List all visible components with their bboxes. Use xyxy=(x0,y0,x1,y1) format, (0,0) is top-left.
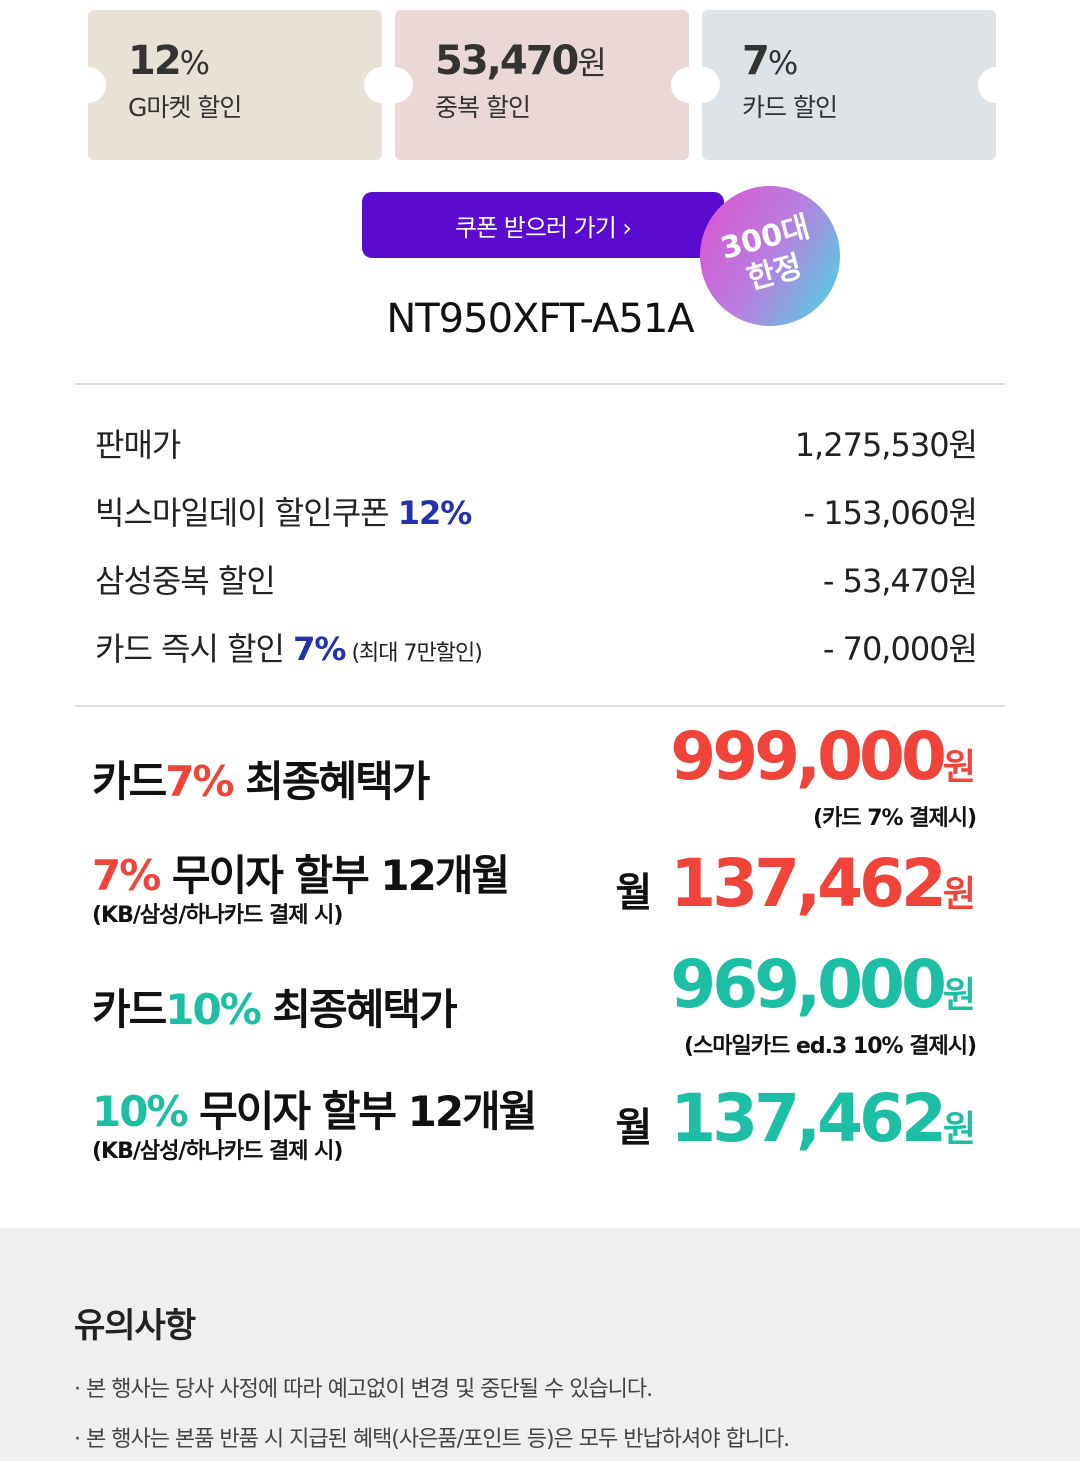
inst10-sub: (KB/삼성/하나카드 결제 시) xyxy=(92,1139,343,1164)
divider xyxy=(75,705,1005,707)
inst7-sub: (KB/삼성/하나카드 결제 시) xyxy=(92,903,343,928)
coupon-label: 중복 할인 xyxy=(435,93,531,122)
card10-final-label: 카드10% 최종혜택가 xyxy=(92,985,458,1034)
coupon-value: 7% xyxy=(742,38,798,84)
inst7-price: 월 137,462원 xyxy=(615,845,976,922)
coupon-gmarket[interactable]: 12% G마켓 할인 xyxy=(88,10,382,160)
notice-item: · 본 행사는 당사 사정에 따라 예고없이 변경 및 중단될 수 있습니다. xyxy=(74,1377,653,1402)
notice-title: 유의사항 xyxy=(74,1306,196,1346)
card7-final-label: 카드7% 최종혜택가 xyxy=(92,757,430,806)
price-row: 카드 즉시 할인 7% (최대 7만할인) - 70,000원 xyxy=(95,630,978,668)
price-row: 빅스마일데이 할인쿠폰 12% - 153,060원 xyxy=(95,494,978,532)
coupon-value: 53,470원 xyxy=(435,38,607,84)
notice-item: · 본 행사는 본품 반품 시 지급된 혜택(사은품/포인트 등)은 모두 반납… xyxy=(74,1427,790,1452)
card10-final-price: 969,000원 xyxy=(670,946,976,1023)
inst7-label: 7% 무이자 할부 12개월 xyxy=(92,851,510,900)
notice-section: 유의사항 · 본 행사는 당사 사정에 따라 예고없이 변경 및 중단될 수 있… xyxy=(0,1228,1080,1461)
coupon-card[interactable]: 7% 카드 할인 xyxy=(702,10,996,160)
coupon-duplicate[interactable]: 53,470원 중복 할인 xyxy=(395,10,689,160)
coupon-label: G마켓 할인 xyxy=(128,93,242,122)
price-row: 삼성중복 할인 - 53,470원 xyxy=(95,562,978,600)
card7-note: (카드 7% 결제시) xyxy=(813,806,977,831)
price-row: 판매가 1,275,530원 xyxy=(95,426,978,464)
card7-final-price: 999,000원 xyxy=(670,718,976,795)
divider xyxy=(75,383,1005,385)
coupon-value: 12% xyxy=(128,38,210,84)
coupon-list: 12% G마켓 할인 53,470원 중복 할인 7% 카드 할인 xyxy=(88,10,996,160)
inst10-price: 월 137,462원 xyxy=(615,1080,976,1157)
coupon-label: 카드 할인 xyxy=(742,93,838,122)
card10-note: (스마일카드 ed.3 10% 결제시) xyxy=(684,1034,977,1059)
get-coupon-button[interactable]: 쿠폰 받으러 가기 › xyxy=(362,192,724,258)
model-name: NT950XFT-A51A xyxy=(386,296,694,342)
inst10-label: 10% 무이자 할부 12개월 xyxy=(92,1087,537,1136)
